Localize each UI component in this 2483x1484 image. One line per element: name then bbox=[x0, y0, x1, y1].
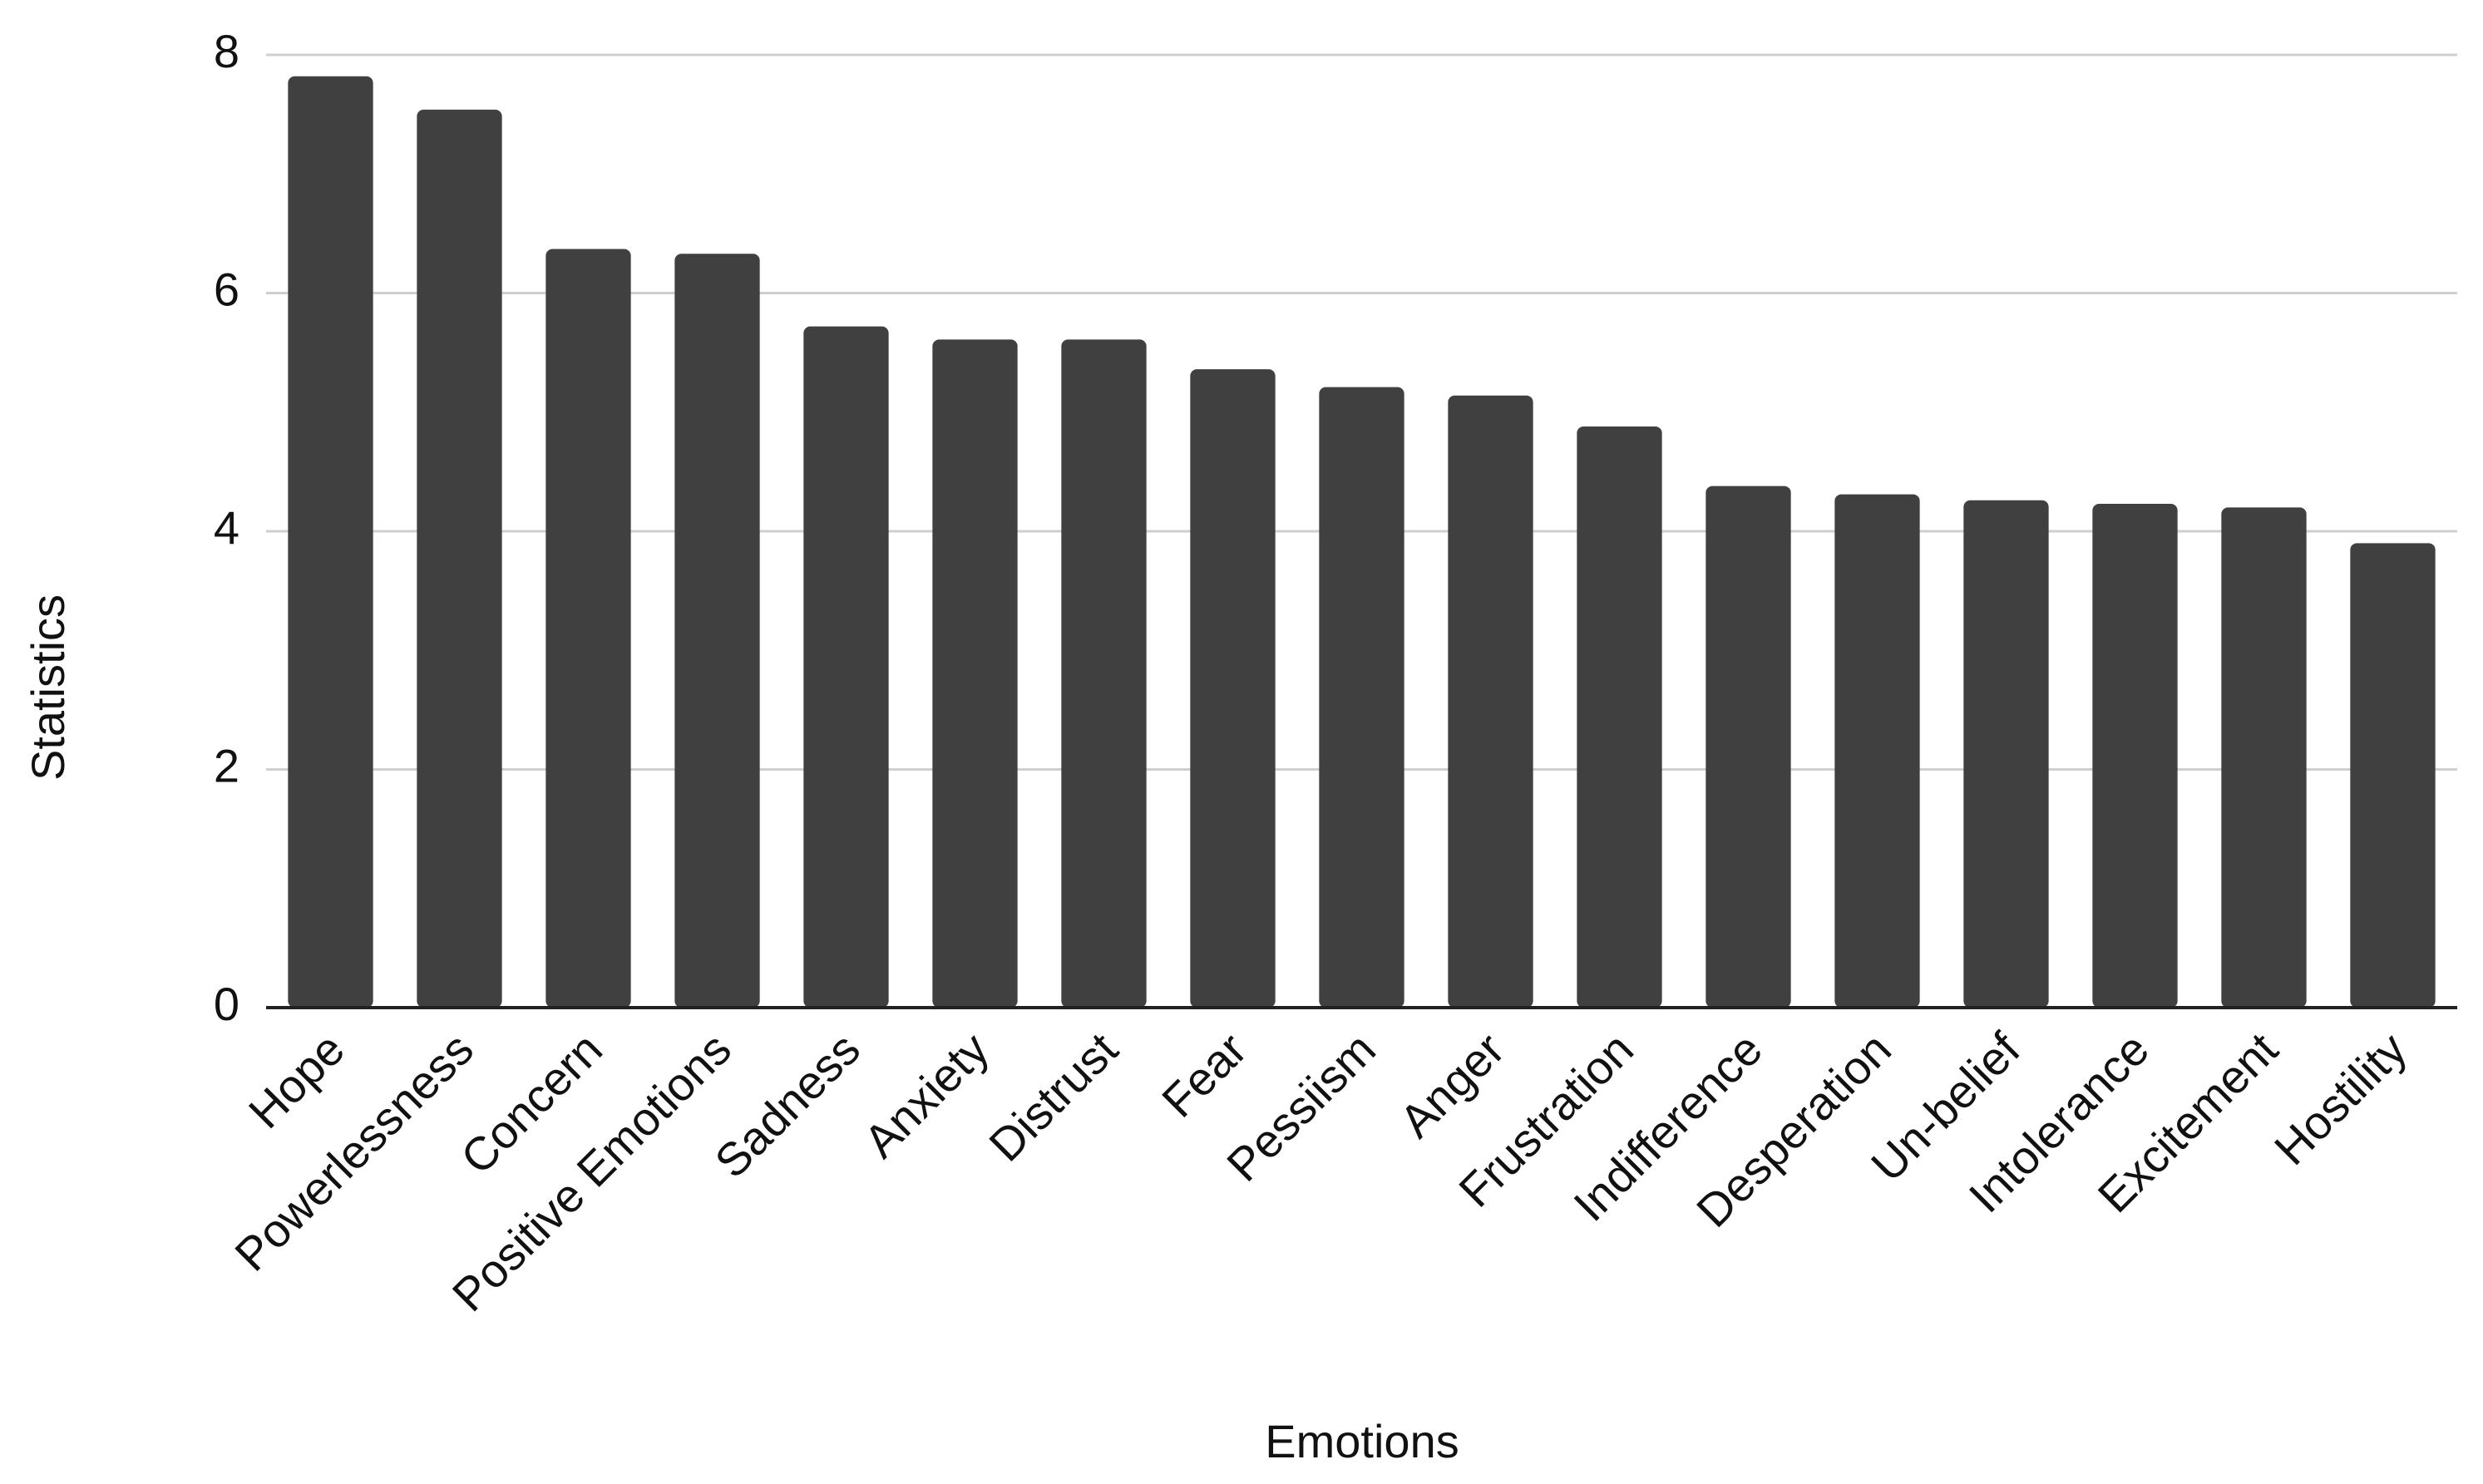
y-tick-label-2: 2 bbox=[214, 739, 239, 791]
x-tick-label-hostility: Hostility bbox=[2264, 1023, 2416, 1175]
bar-excitement bbox=[2221, 507, 2307, 1008]
bar-hope bbox=[288, 76, 373, 1008]
x-tick-label-anger: Anger bbox=[1390, 1023, 1514, 1147]
bar-powerlessness bbox=[417, 109, 502, 1008]
y-axis-title: Statistics bbox=[22, 594, 74, 781]
bar-anxiety bbox=[932, 339, 1018, 1008]
x-tick-label-powerlessness: Powerlessness bbox=[225, 1023, 483, 1281]
y-tick-label-8: 8 bbox=[214, 25, 239, 77]
x-tick-label-distrust: Distrust bbox=[979, 1023, 1128, 1171]
bar-desperation bbox=[1834, 494, 1920, 1008]
bar-un-belief bbox=[1963, 500, 2049, 1008]
y-tick-label-0: 0 bbox=[214, 978, 239, 1030]
bar-distrust bbox=[1061, 339, 1147, 1008]
bar-frustration bbox=[1577, 426, 1662, 1008]
bar-anger bbox=[1448, 395, 1533, 1008]
bar-layer bbox=[288, 76, 2436, 1008]
x-tick-label-hope: Hope bbox=[239, 1023, 354, 1138]
bar-sadness bbox=[803, 326, 889, 1008]
bar-concern bbox=[545, 249, 631, 1008]
bar-positive-emotions bbox=[674, 254, 760, 1008]
x-axis-title: Emotions bbox=[1265, 1415, 1459, 1467]
x-tick-label-fear: Fear bbox=[1152, 1023, 1256, 1127]
y-tick-label-4: 4 bbox=[214, 501, 239, 554]
bar-pessiism bbox=[1319, 387, 1404, 1008]
bar-indifference bbox=[1706, 486, 1791, 1008]
x-tick-label-anxiety: Anxiety bbox=[854, 1023, 999, 1167]
bar-fear bbox=[1190, 369, 1276, 1008]
x-tick-label-sadness: Sadness bbox=[704, 1023, 870, 1188]
bar-hostility bbox=[2350, 543, 2436, 1008]
bar-intolerance bbox=[2092, 504, 2178, 1008]
y-tick-label-6: 6 bbox=[214, 263, 239, 315]
